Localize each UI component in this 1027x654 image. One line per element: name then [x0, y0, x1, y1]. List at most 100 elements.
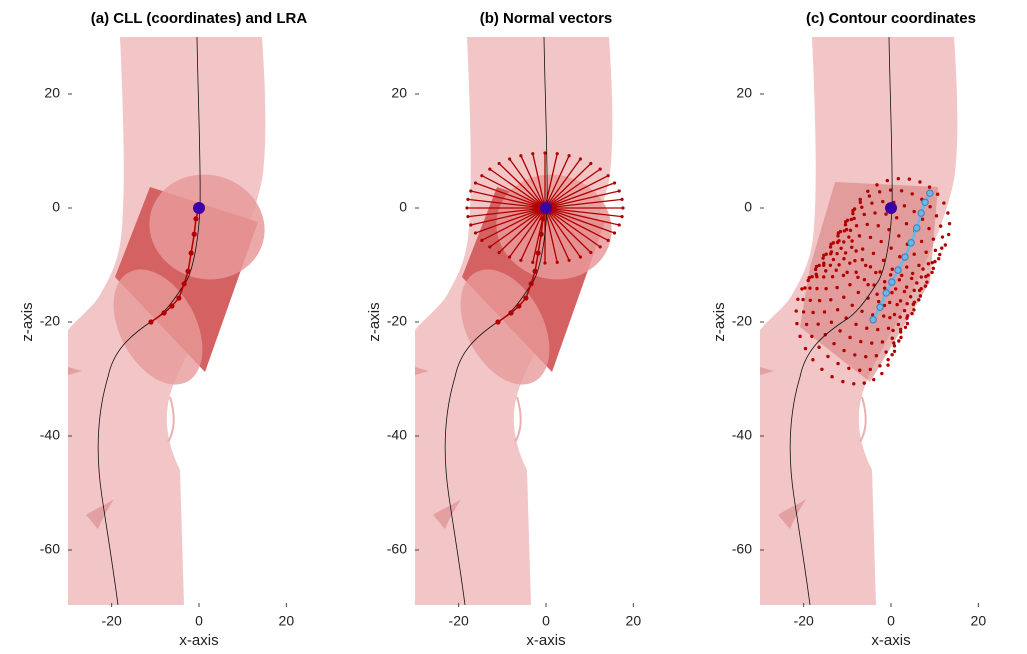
contour-dot: [862, 277, 867, 282]
normal-vector-tip: [497, 250, 501, 255]
contour-dot: [884, 212, 888, 216]
normal-vector-tip: [507, 255, 512, 259]
contour-dot: [892, 344, 897, 348]
normal-vector-tip: [598, 245, 602, 249]
contour-dot: [905, 302, 909, 306]
y-axis-label: z-axis: [366, 302, 383, 341]
data-point: [495, 319, 501, 325]
contour-dot: [881, 199, 885, 204]
contour-dot: [847, 235, 851, 239]
contour-dot: [909, 276, 914, 281]
contour-dot: [835, 251, 839, 256]
normal-vector-tip: [473, 231, 478, 235]
contour-dot: [810, 275, 814, 279]
contour-dot: [820, 367, 824, 371]
data-point: [876, 303, 884, 311]
contour-dot: [910, 311, 914, 316]
contour-dot: [938, 252, 942, 257]
contour-dot: [867, 194, 872, 198]
contour-dot: [874, 270, 878, 275]
normal-vector-tip: [606, 174, 610, 178]
contour-dot: [930, 270, 934, 275]
contour-dot: [795, 321, 799, 326]
vessel-notch: [760, 367, 774, 375]
contour-dot: [871, 313, 875, 317]
contour-dot: [843, 251, 848, 255]
normal-vector-tip: [531, 260, 535, 264]
normal-vector-tip: [519, 154, 523, 158]
x-tick-label: 20: [626, 613, 642, 629]
normal-vector: [544, 155, 570, 209]
normal-vector-tip: [617, 223, 621, 227]
normal-vector: [544, 158, 581, 209]
y-tick-label: -40: [387, 427, 407, 443]
contour-dot: [811, 310, 815, 315]
contour-dot: [885, 178, 890, 183]
panel: -20 0 20 -60 -40 -20 0 20 (c) Contour coordinate…: [711, 10, 986, 649]
data-point: [921, 198, 929, 207]
normal-vector: [489, 207, 546, 248]
contour-dot: [813, 267, 818, 272]
contour-dot: [796, 297, 800, 301]
contour-dot: [940, 235, 945, 239]
contour-dot: [877, 190, 882, 194]
normal-vector-tip: [480, 174, 484, 178]
y-tick-label: -40: [732, 427, 752, 443]
x-tick-label: -20: [794, 613, 814, 629]
y-tick-label: -20: [40, 313, 60, 329]
y-tick-label: 0: [744, 199, 752, 215]
contour-dot: [887, 227, 891, 232]
normal-vector: [544, 163, 592, 209]
contour-dot: [928, 205, 932, 209]
contour-dot: [851, 211, 855, 216]
contour-dot: [858, 200, 863, 205]
contour-dot: [871, 251, 876, 256]
normal-vector: [544, 175, 609, 209]
normal-vector-tip: [621, 206, 625, 210]
contour-dot: [934, 214, 939, 218]
normal-vector-tip: [466, 215, 470, 219]
normal-vector-tip: [473, 181, 478, 185]
contour-dot: [919, 275, 923, 279]
normal-vector-tip: [465, 206, 469, 210]
contour-dot: [858, 368, 862, 372]
y-tick-label: -60: [40, 541, 60, 557]
vessel-layer: [415, 37, 625, 606]
normal-vector-tip: [612, 181, 617, 185]
contour-dot: [886, 357, 890, 362]
vessel-notch: [415, 367, 429, 375]
vessel-notch: [86, 499, 114, 529]
y-tick-label: -40: [40, 427, 60, 443]
centerline-segment: [150, 312, 165, 323]
contour-dot: [897, 339, 901, 343]
contour-dot: [852, 216, 856, 221]
centerline-segment: [537, 234, 542, 254]
contour-dot: [921, 267, 925, 271]
normal-vector: [470, 207, 546, 226]
contour-dot: [808, 286, 812, 290]
contour-dot: [902, 204, 907, 208]
contour-dot: [806, 278, 810, 283]
contour-dot: [876, 224, 880, 228]
contour-dot: [848, 228, 853, 233]
contour-dot: [829, 298, 833, 302]
contour-dot: [888, 273, 893, 277]
normal-vector-tip: [469, 223, 473, 227]
contour-dot: [878, 270, 882, 274]
y-tick-label: 0: [52, 199, 60, 215]
contour-dot: [912, 308, 916, 312]
data-point: [913, 224, 921, 232]
contour-dot: [936, 257, 941, 261]
contour-dot: [923, 284, 928, 288]
lra-point: [885, 202, 897, 214]
contour-dot: [828, 245, 833, 249]
contour-dot: [803, 286, 807, 290]
plot-area: [68, 37, 266, 606]
contour-dot: [843, 223, 848, 227]
y-tick-label: 20: [44, 85, 60, 101]
contour-dot: [848, 335, 852, 340]
contour-dot: [897, 234, 901, 238]
contour-dot: [848, 283, 852, 287]
y-tick-label: -20: [387, 313, 407, 329]
normal-vector: [544, 168, 601, 209]
